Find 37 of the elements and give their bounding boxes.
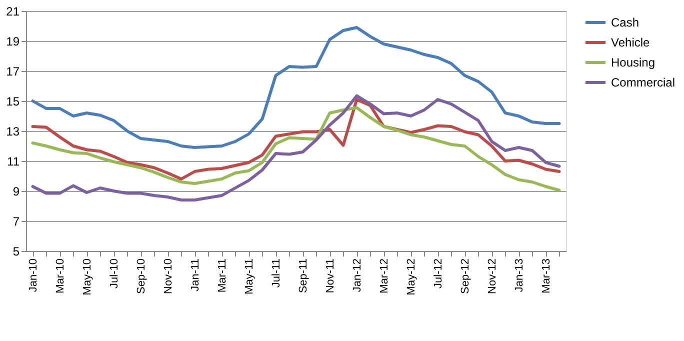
x-tick-label: Nov-12 [486, 258, 498, 294]
y-tick-label: 17 [6, 64, 20, 78]
x-tick-label: Jul-11 [270, 258, 282, 288]
y-tick-label: 5 [12, 244, 20, 258]
x-tick-label: Jan-11 [189, 258, 202, 292]
x-tick-label: Jan-10 [27, 258, 40, 292]
x-tick-label: May-10 [81, 258, 94, 296]
y-tick-label: 13 [6, 124, 20, 138]
y-tick-label: 21 [6, 4, 20, 18]
y-tick-label: 7 [12, 214, 20, 228]
x-tick-label: Jan-13 [513, 258, 526, 292]
y-tick-label: 15 [6, 94, 20, 108]
x-tick-label: Sep-12 [459, 258, 472, 294]
x-tick-label: Sep-11 [297, 258, 310, 294]
x-tick-label: Nov-10 [162, 258, 174, 294]
x-tick-label: Jan-12 [351, 258, 364, 292]
x-tick-label: Jul-12 [432, 258, 444, 288]
x-tick-label: Sep-10 [135, 258, 148, 294]
line-series [31, 98, 561, 180]
legend-label: Housing [611, 56, 656, 70]
x-tick-label: May-11 [243, 258, 256, 294]
x-tick-label: Jul-10 [108, 258, 120, 288]
legend-label: Vehicle [611, 36, 650, 50]
line-series [31, 94, 561, 202]
y-tick-label: 9 [12, 184, 20, 198]
line-series [31, 26, 561, 149]
y-tick-label: 19 [6, 34, 20, 48]
legend-label: Cash [611, 16, 640, 30]
y-tick-label: 11 [7, 154, 20, 168]
x-tick-label: Mar-12 [378, 258, 390, 294]
x-tick-label: Nov-11 [324, 258, 336, 294]
line-series [31, 106, 561, 192]
x-tick-label: Mar-10 [54, 258, 66, 294]
x-tick-label: Mar-13 [540, 258, 552, 294]
x-tick-label: Mar-11 [216, 258, 228, 293]
x-tick-label: May-12 [405, 258, 418, 296]
legend-label: Commercial [611, 76, 676, 90]
